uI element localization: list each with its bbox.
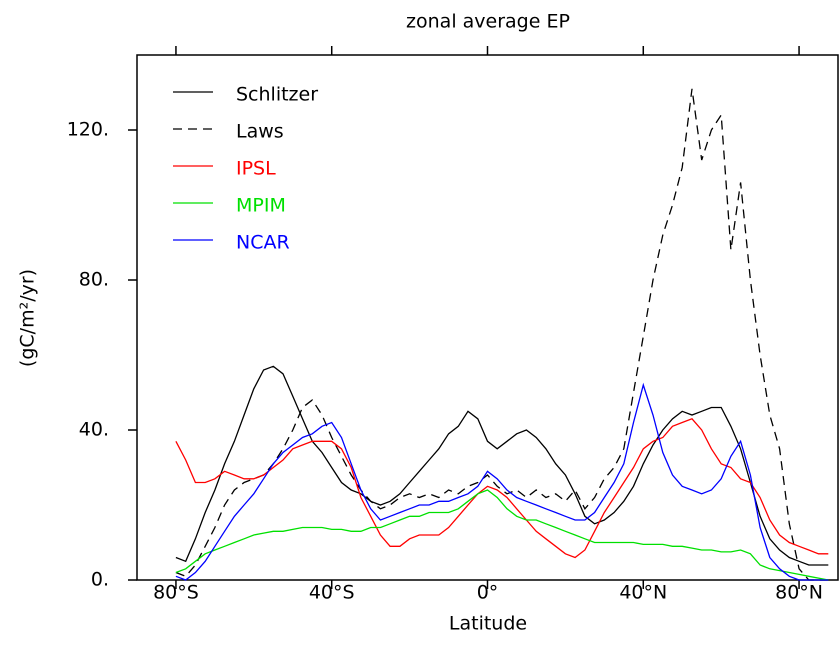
x-tick-label: 80°N: [775, 582, 823, 604]
y-tick-label: 80.: [79, 269, 109, 291]
chart-title: zonal average EP: [406, 11, 570, 33]
x-axis-label: Latitude: [449, 613, 527, 635]
series-line: [175, 489, 829, 581]
series-line: [175, 382, 829, 581]
series-line: [175, 88, 829, 581]
y-tick-label: 40.: [79, 419, 109, 441]
series-line: [175, 365, 829, 566]
legend-label: MPIM: [236, 195, 286, 217]
legend-label: Laws: [236, 121, 284, 143]
series-line: [175, 418, 829, 559]
x-tick-label: 80°S: [153, 582, 199, 604]
x-tick-label: 40°N: [619, 582, 667, 604]
y-axis-label: (gC/m²/yr): [17, 269, 39, 367]
x-tick-label: 40°S: [309, 582, 355, 604]
y-tick-label: 120.: [67, 119, 109, 141]
legend-label: IPSL: [236, 158, 276, 180]
legend-label: Schlitzer: [236, 84, 318, 106]
y-tick-label: 0.: [91, 569, 109, 591]
x-tick-label: 0°: [477, 582, 499, 604]
legend-label: NCAR: [236, 232, 290, 254]
